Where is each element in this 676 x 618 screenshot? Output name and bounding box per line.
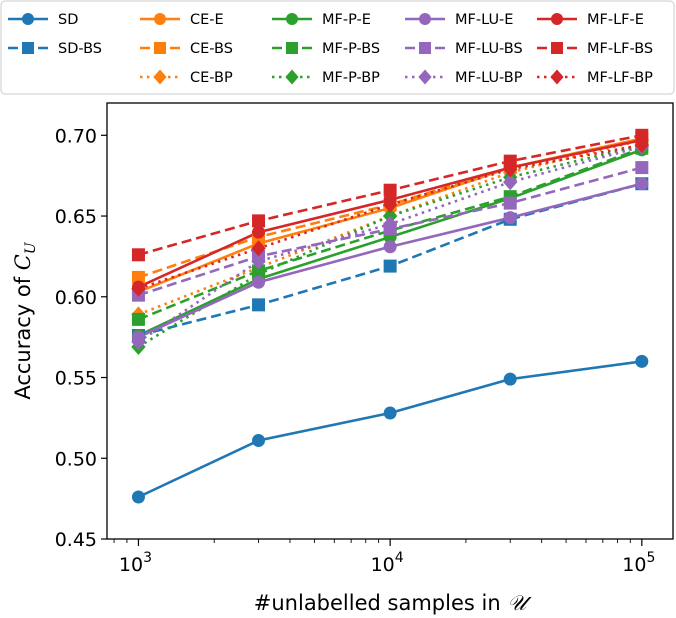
data-point-mf-lf-e: [252, 225, 266, 239]
legend-item-sd-bs: SD-BS: [8, 41, 102, 57]
legend-marker: [154, 13, 166, 25]
data-point-mf-lu-e: [635, 177, 649, 191]
data-point-sd: [383, 406, 397, 420]
y-tick-label: 0.55: [55, 368, 97, 390]
x-tick-label: 104: [371, 550, 404, 576]
legend-marker: [550, 69, 564, 85]
legend-marker: [22, 13, 34, 25]
data-point-mf-lu-bp: [251, 253, 266, 270]
data-point-mf-lu-bs: [503, 196, 517, 210]
y-axis: 0.45 0.50 0.55 0.60 0.65 0.70: [55, 125, 107, 551]
legend-item-mf-lf-bp: MF-LF-BP: [537, 69, 653, 86]
legend-marker: [22, 42, 34, 54]
legend-label: MF-LF-E: [587, 12, 644, 28]
data-point-mf-lu-e: [503, 211, 517, 225]
legend-label: SD-BS: [58, 41, 102, 57]
legend-item-sd: SD: [8, 12, 78, 28]
data-point-mf-lf-bs: [383, 183, 397, 197]
legend-item-ce-e: CE-E: [140, 12, 224, 28]
y-tick-label: 0.65: [55, 206, 97, 228]
data-point-mf-lu-bp: [131, 333, 146, 351]
data-point-mf-lf-bs: [131, 248, 145, 262]
series-line-mf-lf-bp: [137, 143, 643, 290]
series-line-mf-p-bp: [137, 143, 643, 348]
legend-marker: [551, 42, 563, 54]
legend-label: MF-LU-BS: [455, 41, 523, 57]
legend-marker: [418, 69, 432, 85]
legend-item-mf-p-bs: MF-P-BS: [272, 41, 380, 57]
x-tick-label: 105: [622, 550, 655, 576]
y-tick-label: 0.45: [55, 529, 97, 551]
x-axis-label: #unlabelled samples in 𝒰: [254, 591, 533, 615]
legend-label: CE-BP: [190, 70, 233, 86]
legend-box: [0, 0, 675, 95]
data-point-mf-p-bs: [131, 312, 145, 326]
data-point-mf-lf-bp: [131, 280, 146, 297]
data-point-sd-bs: [252, 298, 266, 312]
x-tick-label: 103: [119, 550, 152, 576]
y-axis-label: Accuracy of CU: [11, 241, 39, 400]
legend: SD SD-BS CE-E CE-BS CE-BP MF-P-E MF-P-BS MF-P-B…: [0, 0, 675, 95]
legend-marker: [551, 13, 563, 25]
legend-label: MF-LF-BP: [587, 70, 653, 86]
legend-item-mf-lu-bp: MF-LU-BP: [405, 69, 523, 86]
data-point-mf-lu-bp: [382, 215, 398, 233]
y-tick-label: 0.60: [55, 287, 97, 309]
legend-marker: [286, 42, 298, 54]
legend-label: MF-LU-E: [455, 12, 513, 28]
legend-label: MF-LF-BS: [587, 41, 653, 57]
data-point-mf-lf-bp: [503, 161, 518, 178]
data-point-sd: [503, 372, 517, 386]
legend-item-mf-lf-e: MF-LF-E: [537, 12, 644, 28]
data-point-mf-lf-bp: [251, 240, 266, 257]
data-point-mf-lf-bs: [635, 128, 649, 142]
y-tick-label: 0.50: [55, 448, 97, 470]
legend-label: MF-P-BS: [322, 41, 380, 57]
data-point-mf-lu-e: [252, 275, 266, 289]
legend-label: MF-LU-BP: [455, 70, 523, 86]
legend-label: MF-P-E: [322, 12, 371, 28]
data-point-mf-lf-bp: [382, 196, 398, 213]
legend-item-ce-bp: CE-BP: [140, 69, 233, 86]
y-tick-label: 0.70: [55, 125, 97, 147]
series-markers: [131, 128, 649, 504]
legend-label: CE-E: [190, 12, 224, 28]
legend-label: CE-BS: [190, 41, 233, 57]
data-point-mf-lu-bs: [635, 161, 649, 175]
legend-item-mf-p-e: MF-P-E: [272, 12, 371, 28]
legend-label: SD: [58, 12, 78, 28]
data-point-sd: [131, 490, 145, 504]
data-point-mf-lu-e: [383, 240, 397, 254]
data-point-sd: [635, 354, 649, 368]
data-point-ce-bs: [131, 270, 145, 284]
legend-marker: [285, 69, 299, 85]
legend-marker: [153, 69, 167, 85]
legend-item-mf-lf-bs: MF-LF-BS: [537, 41, 653, 57]
legend-item-ce-bs: CE-BS: [140, 41, 233, 57]
legend-marker: [419, 13, 431, 25]
legend-marker: [286, 13, 298, 25]
data-point-sd-bs: [383, 259, 397, 273]
x-axis: 103 104 105: [113, 539, 655, 576]
data-point-mf-lf-bs: [252, 214, 266, 228]
data-point-mf-lf-bp: [634, 136, 649, 154]
legend-item-mf-lu-bs: MF-LU-BS: [405, 41, 523, 57]
legend-item-mf-p-bp: MF-P-BP: [272, 69, 380, 86]
series-line-mf-p-bs: [137, 146, 643, 321]
data-point-sd: [252, 433, 266, 447]
legend-marker: [419, 42, 431, 54]
legend-label: MF-P-BP: [322, 70, 380, 86]
legend-item-mf-lu-e: MF-LU-E: [405, 12, 513, 28]
data-point-mf-lu-bp: [503, 174, 518, 191]
legend-marker: [154, 42, 166, 54]
